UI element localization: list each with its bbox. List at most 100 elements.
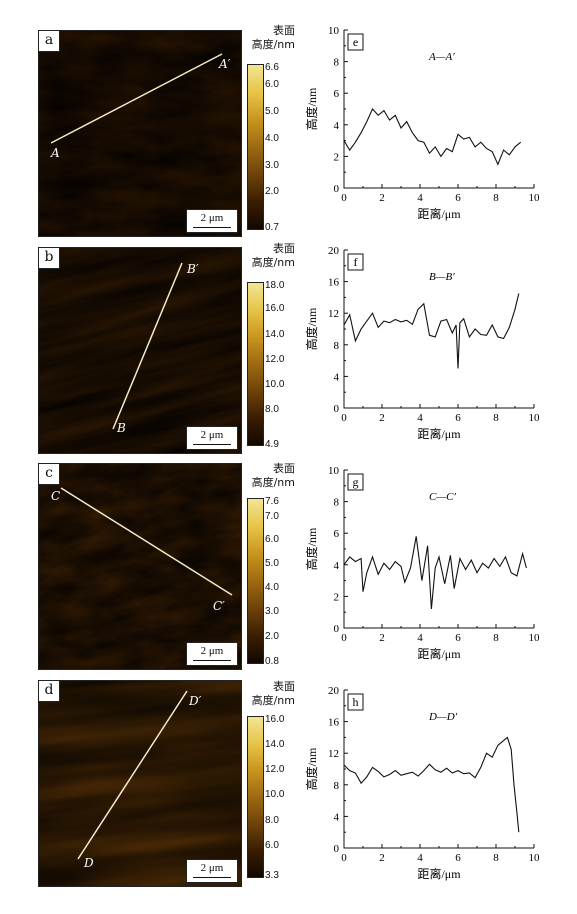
profile-label-box: [347, 33, 364, 51]
x-axis-label: 距离/μm: [417, 866, 461, 881]
profile-panel-label: g: [353, 475, 359, 489]
scale-bar-d: 2 μm: [186, 859, 238, 883]
y-tick-label: 20: [328, 245, 340, 257]
y-tick-label: 8: [334, 780, 340, 792]
profile-line-a: [50, 53, 223, 144]
profile-chart-h: 0 2 4 6 8 10 0 4 8 12 16 20 h D—D′ 距离/μm 高度/nm: [304, 685, 541, 881]
colorbar-d: [247, 716, 264, 878]
profile-label-box: [347, 693, 364, 711]
y-tick-label: 20: [328, 685, 340, 697]
scale-bar-c: 2 μm: [186, 642, 238, 666]
profile-title: B—B′: [429, 271, 455, 283]
y-tick-label: 8: [334, 340, 340, 352]
afm-height-map: B B′: [39, 248, 241, 453]
afm-height-map: C C′: [39, 464, 241, 669]
y-axis-label: 高度/nm: [304, 747, 319, 790]
x-tick-label: 8: [493, 192, 499, 204]
x-tick-label: 8: [493, 852, 499, 864]
x-axis-label: 距离/μm: [417, 426, 461, 441]
profile-line-b: [112, 262, 183, 430]
height-profile-line: [343, 536, 527, 610]
profile-line-d: [77, 690, 188, 860]
colorbar-c: [247, 498, 264, 664]
y-tick-label: 12: [328, 748, 339, 760]
x-tick-label: 10: [529, 412, 541, 424]
y-tick-label: 6: [334, 88, 340, 100]
profile-label-box: [347, 253, 364, 271]
y-tick-label: 8: [334, 497, 340, 509]
afm-image-d: D D′ d 2 μm: [38, 680, 242, 887]
y-tick-label: 16: [328, 717, 340, 729]
start-label-b: B: [116, 421, 126, 435]
panel-label-b: b: [39, 248, 60, 269]
x-tick-label: 6: [455, 852, 461, 864]
scale-bar-a: 2 μm: [186, 209, 238, 233]
profile-title: C—C′: [429, 491, 456, 503]
profile-panel-label: f: [354, 255, 358, 269]
y-tick-label: 4: [334, 120, 340, 132]
y-tick-label: 16: [328, 277, 340, 289]
x-tick-label: 0: [341, 412, 347, 424]
profile-chart-g: 0 2 4 6 8 10 0 2 4 6 8 10 g C—C′ 距离/μm 高度/nm: [304, 465, 541, 661]
x-tick-label: 4: [417, 852, 423, 864]
colorbar-title-c: 表面 高度/nm: [251, 462, 295, 489]
x-tick-label: 4: [417, 412, 423, 424]
start-label-a: A: [50, 146, 60, 160]
x-tick-label: 4: [417, 632, 423, 644]
y-tick-label: 6: [334, 528, 340, 540]
colorbar-title-d: 表面 高度/nm: [251, 680, 295, 707]
y-tick-label: 4: [334, 560, 340, 572]
profile-label-box: [347, 473, 364, 491]
end-label-c: C′: [213, 599, 225, 613]
profile-panel-label: h: [353, 695, 359, 709]
y-tick-label: 10: [328, 25, 340, 37]
end-label-a: A′: [218, 57, 231, 71]
x-axis-label: 距离/μm: [417, 646, 461, 661]
x-tick-label: 2: [379, 412, 385, 424]
y-tick-label: 2: [334, 151, 340, 163]
x-tick-label: 10: [529, 192, 541, 204]
afm-image-b: B B′ b 2 μm: [38, 247, 242, 454]
height-profile-line: [343, 736, 520, 833]
y-tick-label: 0: [334, 403, 340, 415]
profile-title: D—D′: [428, 711, 458, 723]
y-axis-label: 高度/nm: [304, 87, 319, 130]
x-tick-label: 6: [455, 192, 461, 204]
afm-height-map: D D′: [39, 681, 241, 886]
panel-label-c: c: [39, 464, 60, 485]
x-tick-label: 6: [455, 632, 461, 644]
y-tick-label: 8: [334, 57, 340, 69]
end-label-d: D′: [188, 694, 202, 708]
height-profile-line: [343, 293, 520, 369]
y-axis-label: 高度/nm: [304, 527, 319, 570]
x-tick-label: 0: [341, 852, 347, 864]
afm-image-a: A A′ a 2 μm: [38, 30, 242, 237]
x-tick-label: 10: [529, 632, 541, 644]
profile-chart-e: 0 2 4 6 8 10 0 2 4 6 8 10 e A—A′ 距离/μm 高度/nm: [304, 25, 541, 221]
y-tick-label: 0: [334, 623, 340, 635]
panel-label-d: d: [39, 681, 60, 702]
profile-line-c: [60, 487, 233, 596]
x-tick-label: 6: [455, 412, 461, 424]
x-tick-label: 0: [341, 632, 347, 644]
profile-chart-f: 0 2 4 6 8 10 0 4 8 12 16 20 f B—B′ 距离/μm 高度/nm: [304, 245, 541, 441]
end-label-b: B′: [186, 262, 199, 276]
y-tick-label: 0: [334, 843, 340, 855]
x-tick-label: 8: [493, 412, 499, 424]
start-label-c: C: [51, 489, 60, 503]
start-label-d: D: [83, 856, 94, 870]
x-tick-label: 8: [493, 632, 499, 644]
profile-title: A—A′: [428, 51, 455, 63]
y-axis-label: 高度/nm: [304, 307, 319, 350]
afm-image-c: C C′ c 2 μm: [38, 463, 242, 670]
x-tick-label: 2: [379, 852, 385, 864]
x-tick-label: 4: [417, 192, 423, 204]
x-tick-label: 10: [529, 852, 541, 864]
colorbar-title-a: 表面 高度/nm: [251, 24, 295, 51]
y-tick-label: 4: [334, 371, 340, 383]
y-tick-label: 2: [334, 591, 340, 603]
scale-bar-b: 2 μm: [186, 426, 238, 450]
profile-panel-label: e: [353, 35, 358, 49]
y-tick-label: 0: [334, 183, 340, 195]
y-tick-label: 12: [328, 308, 339, 320]
